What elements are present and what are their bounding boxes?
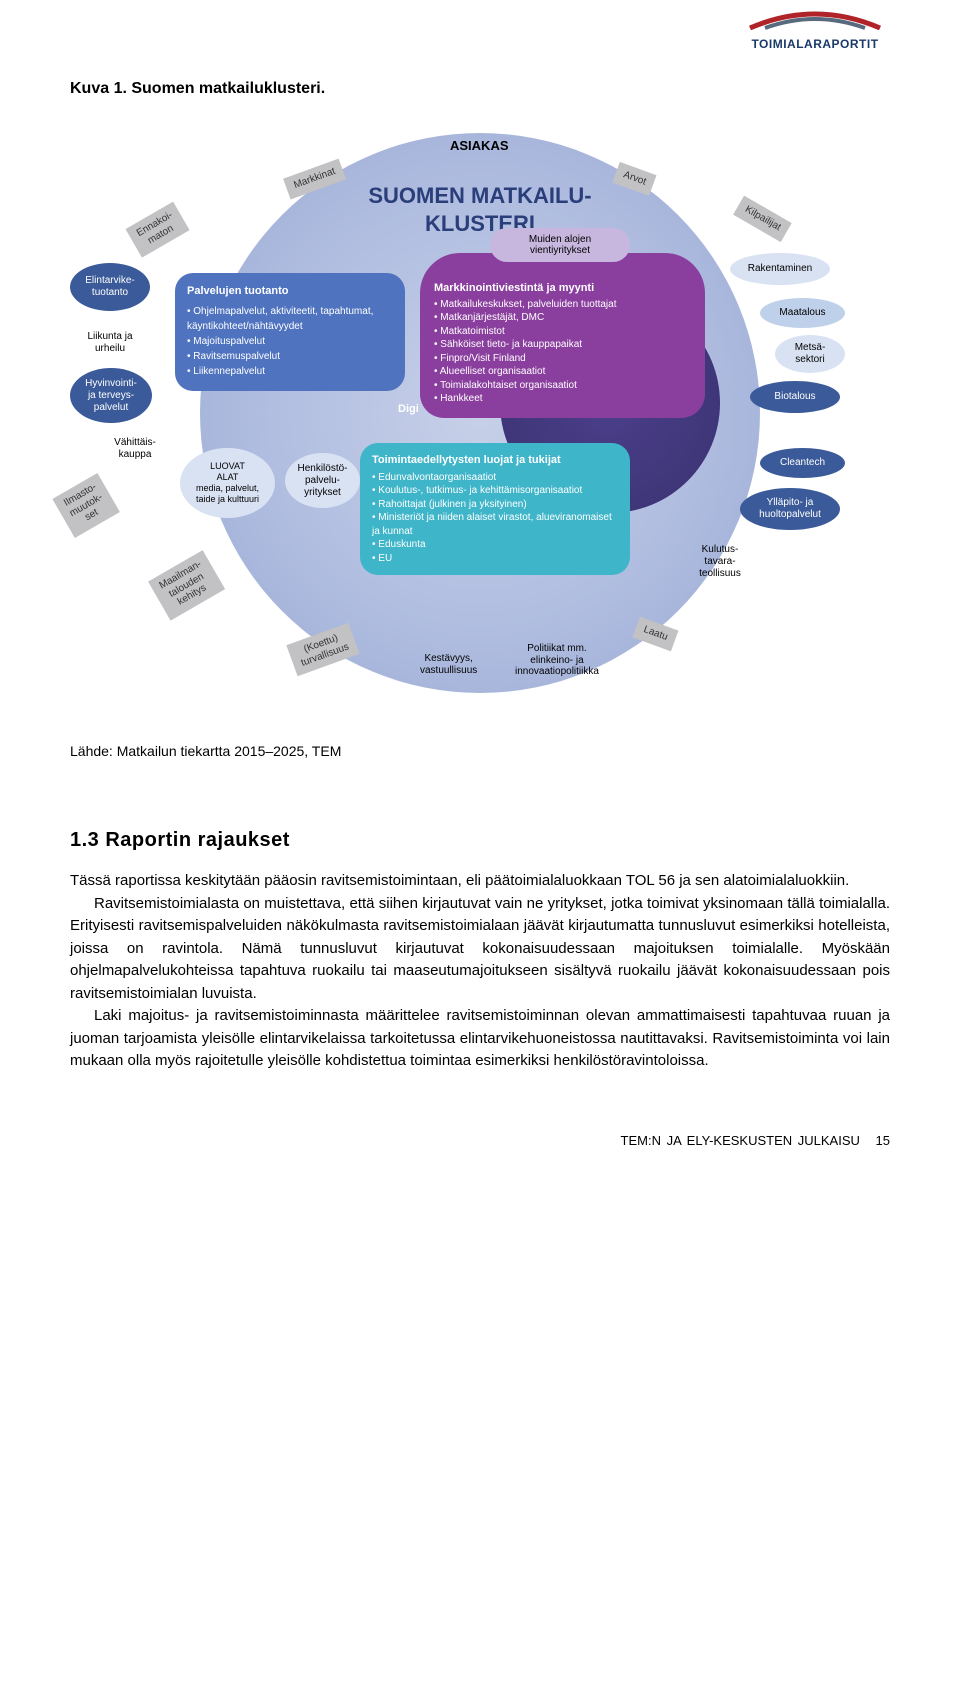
- figure-source: Lähde: Matkailun tiekartta 2015–2025, TE…: [70, 743, 890, 759]
- cluster-figure: SUOMEN MATKAILU- KLUSTERI ASIAKAS Palvel…: [70, 113, 890, 713]
- asiakas-label: ASIAKAS: [450, 138, 509, 153]
- arrow-maailman: Maailman- talouden kehitys: [148, 550, 225, 620]
- henkilosto-oval: Henkilöstö- palvelu- yritykset: [285, 453, 360, 508]
- marketing-item: • Toimialakohtaiset organisaatiot: [434, 379, 691, 393]
- enablers-title: Toimintaedellytysten luojat ja tukijat: [372, 453, 618, 468]
- arrow-turvallisuus: (Koettu) turvallisuus: [286, 623, 359, 677]
- muiden-oval: Muiden alojen vientiyritykset: [490, 228, 630, 262]
- section-heading: 1.3 Raportin rajaukset: [70, 829, 890, 852]
- right-oval-yllapito: Ylläpito- ja huoltopalvelut: [740, 488, 840, 530]
- bottom-label-kestavyys: Kestävyys, vastuullisuus: [420, 653, 477, 676]
- right-oval-kulutus: Kulutus- tavara- teollisuus: [680, 538, 760, 586]
- arrow-laatu: Laatu: [633, 617, 679, 651]
- marketing-box: Markkinointiviestintä ja myynti • Matkai…: [420, 253, 705, 418]
- left-oval-hyvinvointi: Hyvinvointi- ja terveys- palvelut: [70, 368, 152, 423]
- arrow-ilmasto: Ilmasto- muutok- set: [52, 473, 119, 538]
- enablers-item: • Edunvalvontaorganisaatiot: [372, 471, 618, 485]
- body-paragraph: Tässä raportissa keskitytään pääosin rav…: [70, 870, 890, 893]
- logo-arc-icon: [740, 10, 890, 30]
- services-production-box: Palvelujen tuotanto • Ohjelmapalvelut, a…: [175, 273, 405, 391]
- body-paragraph: Ravitsemistoimialasta on muistettava, et…: [70, 893, 890, 1006]
- marketing-item: • Alueelliset organisaatiot: [434, 365, 691, 379]
- brand-logo: TOIMIALARAPORTIT: [740, 10, 890, 51]
- logo-text: TOIMIALARAPORTIT: [740, 37, 890, 51]
- left-oval-elintarvike: Elintarvike- tuotanto: [70, 263, 150, 311]
- right-oval-metsa: Metsä- sektori: [775, 335, 845, 373]
- services-item: • Majoituspalvelut: [187, 334, 393, 349]
- page-footer: TEM:N JA ELY-KESKUSTEN JULKAISU 15: [70, 1133, 890, 1148]
- figure-caption: Kuva 1. Suomen matkailuklusteri.: [70, 80, 890, 98]
- left-oval-liikunta: Liikunta ja urheilu: [70, 323, 150, 363]
- marketing-item: • Sähköiset tieto- ja kauppapaikat: [434, 338, 691, 352]
- left-oval-vahittais: Vähittäis- kauppa: [95, 431, 175, 467]
- arrow-ennakointi: Ennakoi- maton: [125, 201, 190, 257]
- right-oval-maatalous: Maatalous: [760, 298, 845, 328]
- digi-label: Digi: [398, 403, 419, 415]
- right-oval-rakentaminen: Rakentaminen: [730, 253, 830, 285]
- marketing-item: • Matkailukeskukset, palveluiden tuottaj…: [434, 298, 691, 312]
- page-number: 15: [876, 1133, 890, 1148]
- right-oval-cleantech: Cleantech: [760, 448, 845, 478]
- marketing-item: • Matkatoimistot: [434, 325, 691, 339]
- marketing-item: • Hankkeet: [434, 392, 691, 406]
- luovat-oval: LUOVAT ALAT media, palvelut, taide ja ku…: [180, 448, 275, 518]
- body-paragraph: Laki majoitus- ja ravitsemistoiminnasta …: [70, 1005, 890, 1073]
- enablers-item: • Koulutus-, tutkimus- ja kehittämisorga…: [372, 484, 618, 498]
- cluster-title-1: SUOMEN MATKAILU-: [200, 183, 760, 209]
- enablers-item: • EU: [372, 552, 618, 566]
- enablers-item: • Eduskunta: [372, 538, 618, 552]
- cluster-title-2: KLUSTERI: [200, 211, 760, 237]
- services-title: Palvelujen tuotanto: [187, 283, 393, 300]
- services-item: • Ohjelmapalvelut, aktiviteetit, tapahtu…: [187, 304, 393, 334]
- enablers-box: Toimintaedellytysten luojat ja tukijat •…: [360, 443, 630, 575]
- bottom-label-politiikat: Politiikat mm. elinkeino- ja innovaatiop…: [515, 643, 599, 678]
- services-item: • Ravitsemuspalvelut: [187, 349, 393, 364]
- right-oval-biotalous: Biotalous: [750, 381, 840, 413]
- enablers-item: • Rahoittajat (julkinen ja yksityinen): [372, 498, 618, 512]
- marketing-item: • Finpro/Visit Finland: [434, 352, 691, 366]
- marketing-title: Markkinointiviestintä ja myynti: [434, 281, 691, 296]
- marketing-item: • Matkanjärjestäjät, DMC: [434, 311, 691, 325]
- footer-text: TEM:N JA ELY-KESKUSTEN JULKAISU: [621, 1133, 860, 1148]
- services-item: • Liikennepalvelut: [187, 364, 393, 379]
- enablers-item: • Ministeriöt ja niiden alaiset virastot…: [372, 511, 618, 538]
